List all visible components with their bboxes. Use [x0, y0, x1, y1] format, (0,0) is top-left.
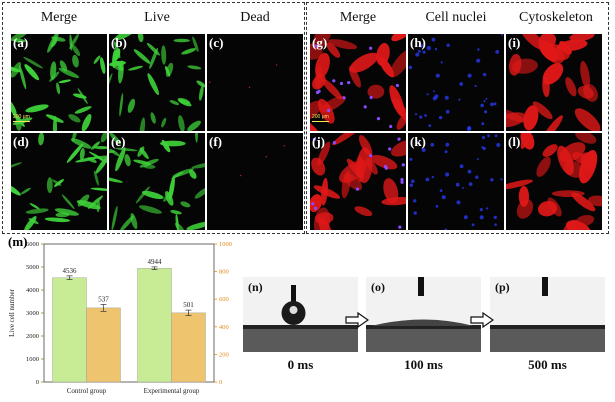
- contact-angle-image: (p): [490, 277, 605, 352]
- y2-tick-label: 800: [219, 269, 229, 276]
- contact-angle-image: (o): [366, 277, 481, 352]
- red-cells-texture: [310, 34, 406, 131]
- panel-label: (d): [13, 134, 29, 149]
- data-label: 4944: [148, 258, 163, 266]
- red-cells-texture: [310, 133, 406, 230]
- y-tick-label: 3000: [26, 310, 39, 317]
- y-axis-label: Live cell number: [8, 288, 16, 336]
- micrograph-panel: (f): [207, 133, 303, 230]
- y2-tick-label: 600: [219, 296, 229, 303]
- dead-cells-texture: [209, 64, 278, 89]
- contact-panel-label: (o): [371, 280, 385, 294]
- micrograph-panel: (b): [109, 34, 205, 131]
- y2-tick-label: 400: [219, 324, 229, 331]
- y-tick-label: 4000: [26, 287, 39, 294]
- green-cells-texture: [109, 133, 205, 230]
- panel-label: (b): [111, 35, 127, 50]
- green-cells-texture: [11, 34, 106, 131]
- micrograph-panel: (d): [11, 133, 107, 230]
- panel-label: (c): [209, 35, 224, 50]
- scale-bar: 200 μm: [312, 114, 329, 122]
- contact-panel-label: (p): [495, 280, 510, 294]
- nuclei-cells-texture: [409, 134, 503, 230]
- panel-label: (f): [209, 134, 222, 149]
- data-label: 537: [98, 295, 109, 303]
- panel-label: (k): [410, 134, 426, 149]
- dead-bar: [86, 307, 121, 383]
- y2-tick-label: 0: [219, 379, 222, 386]
- y-tick-label: 2000: [26, 333, 39, 340]
- x-tick-label: Experimental group: [144, 387, 200, 395]
- micrograph-panel: (c): [207, 34, 303, 131]
- arrow-right-icon: [470, 312, 494, 328]
- micrograph-panel: (i): [506, 34, 602, 131]
- header-live: Live: [144, 10, 170, 25]
- micrograph-panel: (e): [109, 133, 205, 230]
- header-merge-right: Merge: [339, 10, 377, 25]
- panel-label: (a): [13, 35, 29, 50]
- arrow-right-icon: [345, 312, 369, 328]
- green-cells-texture: [11, 133, 107, 230]
- micrograph-panel: (j): [310, 133, 406, 230]
- y2-tick-label: 200: [219, 351, 229, 358]
- nuclei-cells-texture: [408, 34, 504, 131]
- panel-label: (h): [410, 35, 426, 50]
- micrograph-panel: (g) 200 μm: [310, 34, 406, 131]
- x-tick-label: Control group: [67, 387, 107, 395]
- y-tick-label: 0: [36, 379, 39, 386]
- live-bar: [137, 268, 172, 383]
- live-bar: [52, 277, 87, 383]
- panel-label: (g): [312, 35, 328, 50]
- scale-bar: 200 μm: [13, 114, 30, 122]
- y-tick-label: 1000: [26, 356, 39, 363]
- micrograph-panel: (h): [408, 34, 504, 131]
- header-merge-left: Merge: [40, 10, 78, 25]
- time-label: 500 ms: [528, 357, 567, 372]
- panel-label: (j): [312, 134, 325, 149]
- y-tick-label: 5000: [26, 264, 39, 271]
- header-cell-nuclei: Cell nuclei: [425, 10, 487, 25]
- panel-label: (e): [111, 134, 126, 149]
- panel-label: (i): [508, 35, 521, 50]
- time-label: 100 ms: [404, 357, 443, 372]
- right-dashed-box: [306, 2, 609, 234]
- contact-angle-image: (n): [243, 277, 358, 352]
- data-label: 501: [183, 301, 194, 309]
- y2-tick-label: 1000: [219, 241, 232, 248]
- chart-label: (m): [8, 234, 28, 249]
- panel-label: (l): [508, 134, 521, 149]
- data-label: 4536: [63, 267, 78, 275]
- dead-cells-texture: [239, 145, 286, 177]
- time-label: 0 ms: [287, 357, 314, 372]
- contact-panel-label: (n): [248, 280, 263, 294]
- y-tick-label: 6000: [26, 241, 39, 248]
- header-dead: Dead: [240, 10, 270, 25]
- bar-chart: 0 1000 2000 3000 4000 5000 6000 0 200 400 600 800 10…: [8, 241, 249, 395]
- dead-bar: [171, 312, 206, 383]
- green-cells-texture: [109, 34, 205, 131]
- red-cells-texture: [506, 34, 601, 131]
- micrograph-panel: (k): [408, 133, 504, 230]
- left-dashed-box: [2, 2, 305, 234]
- header-cytoskeleton: Cytoskeleton: [519, 10, 593, 25]
- micrograph-panel: (a) 200 μm: [11, 34, 107, 131]
- micrograph-panel: (l): [506, 133, 602, 230]
- red-cells-texture: [506, 133, 602, 230]
